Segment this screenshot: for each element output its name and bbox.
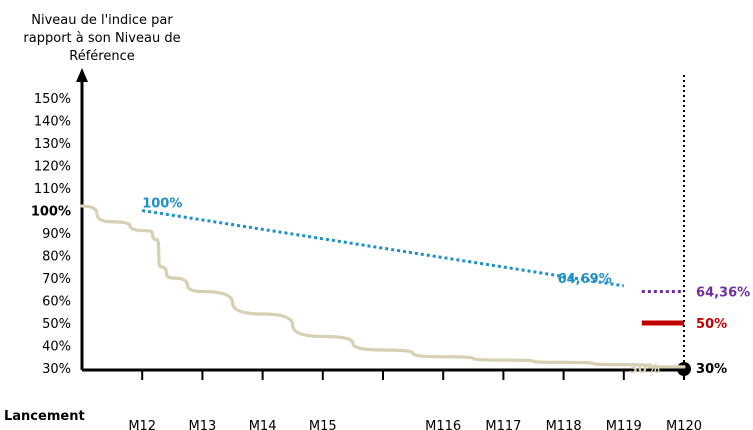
y-tick-label: 100%	[31, 205, 71, 220]
axes	[76, 68, 691, 376]
annotation-label: 100%	[142, 197, 182, 212]
x-tick-label: M118	[546, 419, 582, 430]
y-axis-title-line: Niveau de l'indice par	[31, 13, 173, 28]
y-axis-title-line: Référence	[69, 49, 134, 64]
y-tick-label: 50%	[42, 317, 71, 332]
x-ticks: M12 M13 M14 M15 M116 M117 M118 M119 M120	[128, 370, 702, 430]
x-tick-label: M13	[189, 419, 217, 430]
y-tick-labels: 30% 40% 50% 60% 70% 80% 90% 100% 110% 120% 130% 140…	[31, 92, 71, 377]
y-tick-label: 30%	[42, 362, 71, 377]
index-curve	[80, 204, 686, 369]
annotation-label: 64,69%	[558, 272, 612, 287]
annotation-label: 30%	[696, 362, 727, 377]
x-tick-label: M12	[128, 419, 156, 430]
y-axis-title-line: rapport à son Niveau de	[23, 31, 180, 46]
x-start-label: Lancement	[4, 409, 85, 424]
y-tick-label: 150%	[34, 92, 71, 107]
x-tick-label: M120	[666, 419, 702, 430]
y-axis-arrow	[76, 68, 88, 82]
y-tick-label: 40%	[42, 340, 71, 355]
y-tick-label: 130%	[34, 137, 71, 152]
annotation-label: 50%	[696, 317, 727, 332]
y-axis-title: Niveau de l'indice par rapport à son Nive…	[23, 13, 180, 64]
x-tick-label: M15	[309, 419, 337, 430]
annotation-label: 30%	[629, 362, 660, 377]
x-tick-label: M14	[249, 419, 277, 430]
series-layer	[80, 204, 686, 369]
y-tick-label: 70%	[42, 272, 71, 287]
annotations: 100% 64,69% 64,36% 50% 30% 30%	[142, 197, 750, 377]
trend-line	[141, 209, 625, 288]
y-tick-label: 110%	[34, 182, 71, 197]
annotation-label: 64,36%	[696, 286, 750, 301]
y-tick-label: 60%	[42, 295, 71, 310]
x-tick-label: M119	[606, 419, 642, 430]
y-tick-label: 80%	[42, 250, 71, 265]
y-tick-label: 120%	[34, 160, 71, 175]
x-tick-label: M117	[485, 419, 521, 430]
x-tick-label: M116	[425, 419, 461, 430]
y-tick-label: 90%	[42, 227, 71, 242]
y-tick-label: 140%	[34, 115, 71, 130]
